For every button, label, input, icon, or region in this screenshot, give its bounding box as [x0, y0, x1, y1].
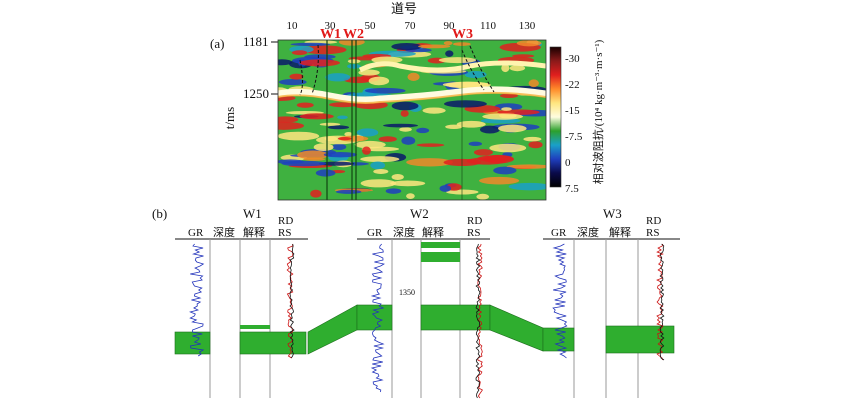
y-axis-title: t/ms [222, 107, 237, 129]
trace-tick-70: 70 [405, 20, 417, 32]
panel-a-label: (a) [210, 36, 224, 51]
W2-track-RS: RS [467, 227, 480, 239]
trace-tick-130: 130 [519, 20, 536, 32]
W2-track-interp: 解释 [422, 225, 444, 239]
well-log-W2: W2 GR 深度 解释 RD RS 1350 [356, 206, 491, 399]
trace-ticks: 10 30 50 70 90 110 130 [287, 20, 536, 32]
cb-tick-n7: -7.5 [565, 131, 583, 143]
trace-tick-90: 90 [444, 20, 456, 32]
W2-depth-tick: 1350 [399, 288, 415, 297]
panel-b-label: (b) [152, 206, 167, 221]
well-label-W2: W2 [343, 27, 364, 42]
cb-tick-n22: -22 [565, 79, 580, 91]
W2-track-RD: RD [467, 215, 482, 227]
W2-track-depth: 深度 [393, 225, 415, 239]
colorbar [549, 46, 562, 188]
well-log-W3-name: W3 [603, 206, 622, 221]
trace-tick-30: 30 [325, 20, 337, 32]
W1-track-RD: RD [278, 215, 293, 227]
W1-track-depth: 深度 [213, 225, 235, 239]
well-log-W1: W1 GR 深度 解释 RD RS [174, 206, 308, 398]
correlation-W1-W2 [307, 304, 358, 355]
cb-tick-n15: -15 [565, 105, 580, 117]
trace-tick-10: 10 [287, 20, 299, 32]
well-label-W1: W1 [320, 27, 341, 42]
trace-tick-50: 50 [365, 20, 377, 32]
y-tick-1250: 1250 [243, 86, 269, 101]
cb-tick-7: 7.5 [565, 183, 579, 195]
y-tick-1181: 1181 [243, 34, 269, 49]
cb-tick-0: 0 [565, 157, 571, 169]
cb-tick-n30: -30 [565, 53, 580, 65]
W2-track-GR: GR [367, 227, 383, 239]
correlation-W2-W3 [489, 304, 544, 352]
colorbar-ticks: -30 -22 -15 -7.5 0 7.5 [565, 53, 583, 195]
W3-track-interp: 解释 [609, 225, 631, 239]
seismic-impedance-section [278, 40, 546, 200]
colorbar-title: 相对波阻抗/(10⁴ kg·m⁻³·m·s⁻¹) [591, 39, 605, 184]
section-frame [277, 39, 547, 201]
W3-track-RD: RD [646, 215, 661, 227]
W3-track-RS: RS [646, 227, 659, 239]
well-log-W2-name: W2 [410, 206, 429, 221]
x-axis-title: 道号 [391, 1, 417, 16]
trace-tick-110: 110 [480, 20, 497, 32]
well-log-W1-name: W1 [243, 206, 262, 221]
W1-track-GR: GR [188, 227, 204, 239]
W3-track-depth: 深度 [577, 225, 599, 239]
W3-track-GR: GR [551, 227, 567, 239]
well-label-W3: W3 [452, 27, 473, 42]
well-log-W3: W3 GR 深度 解释 RD RS [542, 206, 680, 398]
W1-track-RS: RS [278, 227, 291, 239]
W1-track-interp: 解释 [243, 225, 265, 239]
